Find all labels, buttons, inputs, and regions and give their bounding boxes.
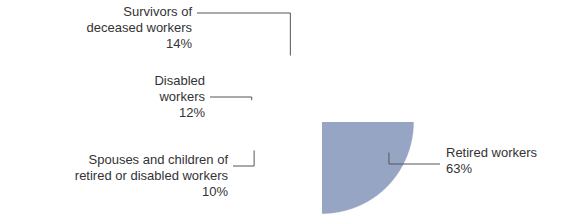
- data-label: 12%: [179, 105, 205, 120]
- leader-line: [210, 97, 252, 100]
- data-label: 63%: [446, 161, 472, 176]
- leader-line: [389, 153, 440, 164]
- slice-label: Retired workers: [446, 145, 538, 160]
- data-label: 10%: [202, 184, 228, 199]
- labels: Retired workers63% Spouses and children o…: [75, 4, 538, 199]
- leaders: [197, 13, 440, 166]
- leader-line: [197, 13, 290, 56]
- leader-line: [233, 150, 254, 166]
- slice-label: Disabledworkers: [154, 73, 205, 104]
- pie: [322, 122, 414, 214]
- pie-slice: [322, 122, 414, 214]
- chart: Retired workers63% Spouses and children o…: [0, 0, 574, 220]
- slice-label: Survivors ofdeceased workers: [87, 4, 193, 35]
- data-label: 14%: [166, 36, 192, 51]
- slice-label: Spouses and children ofretired or disabl…: [75, 152, 229, 183]
